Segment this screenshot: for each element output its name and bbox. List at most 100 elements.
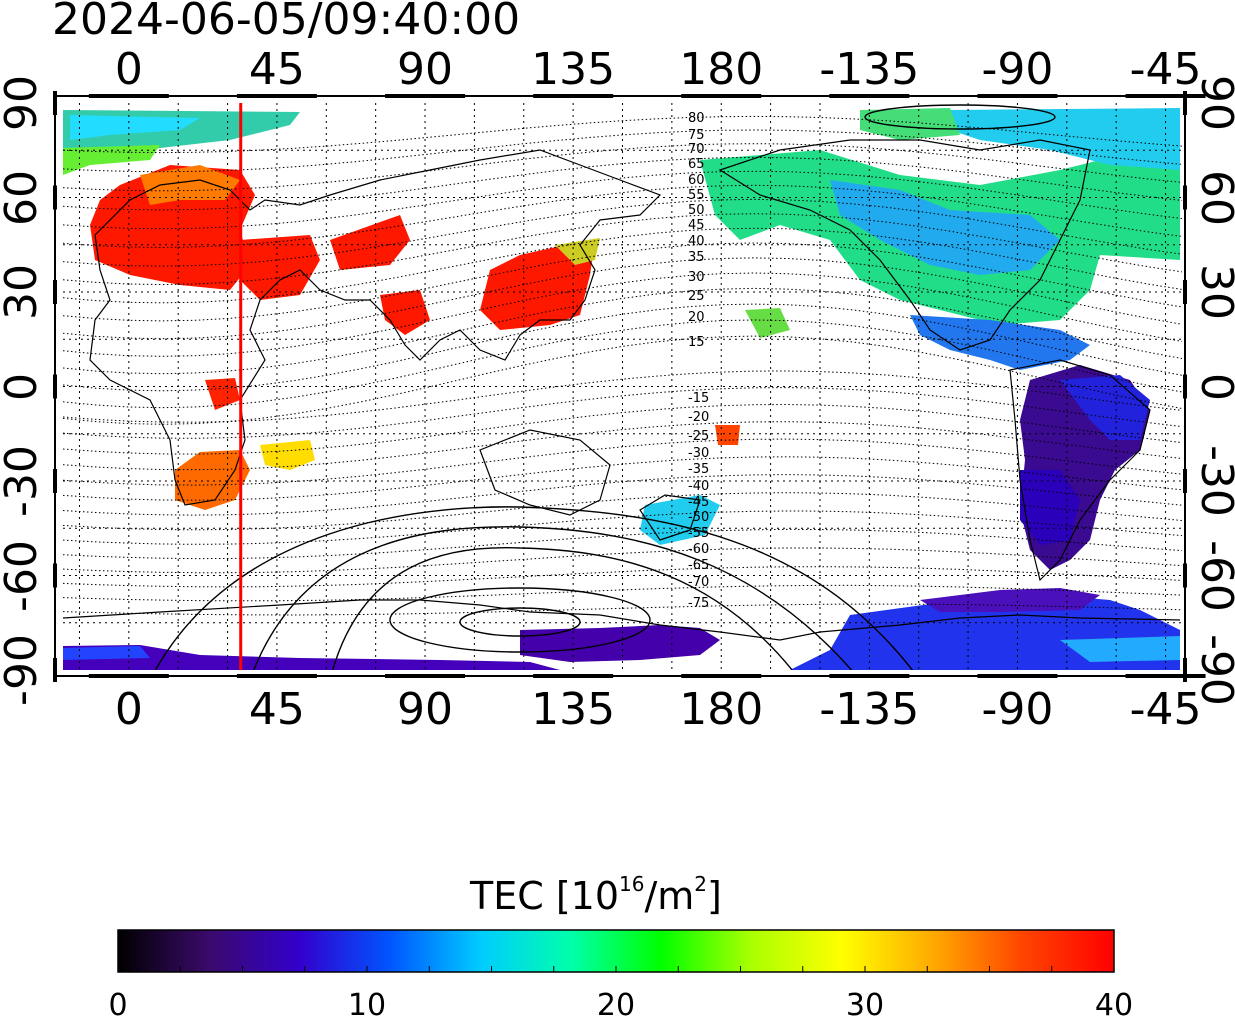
lon-tick-label-top: 90 xyxy=(397,44,454,95)
tec-region-mideast xyxy=(240,235,320,300)
contour-label: -50 xyxy=(688,510,709,525)
magnetic-contour xyxy=(63,156,1182,211)
magnetic-contour xyxy=(63,528,1182,560)
contour-label: -40 xyxy=(688,479,709,494)
magnetic-contour xyxy=(63,456,1182,501)
coast-afro-eurasia xyxy=(89,149,662,506)
lon-tick-label-bottom: -45 xyxy=(1129,684,1202,735)
lon-tick-label-bottom: 135 xyxy=(531,684,616,735)
contour-label: 15 xyxy=(688,335,705,350)
contour-label: 50 xyxy=(688,203,705,218)
contour-label: 40 xyxy=(688,234,705,249)
lat-tick-label-left: 0 xyxy=(0,372,47,401)
colorbar-tick-label: 0 xyxy=(108,988,128,1023)
contour-label: -20 xyxy=(688,410,709,425)
lat-tick-label-right: 60 xyxy=(1191,169,1235,226)
tec-region-antarctic-west-2 xyxy=(63,646,150,660)
tec-region-antarctic-west xyxy=(63,645,560,670)
colorbar-tick-label: 10 xyxy=(347,988,387,1023)
lat-tick-label-right: -30 xyxy=(1191,445,1235,517)
lon-tick-label-bottom: -135 xyxy=(819,684,920,735)
magnetic-contour xyxy=(63,584,1182,602)
contour-label: 25 xyxy=(688,289,705,304)
magnetic-contour xyxy=(63,170,1182,230)
lon-tick-label-top: -45 xyxy=(1129,44,1202,95)
lon-tick-label-bottom: 45 xyxy=(248,684,305,735)
coastlines xyxy=(63,139,1181,641)
timestamp-title: 2024-06-05/09:40:00 xyxy=(52,0,521,45)
tec-region-central-asia xyxy=(330,215,410,270)
colorbar-tick-label: 30 xyxy=(845,988,885,1023)
colorbar-tick-label: 40 xyxy=(1094,988,1134,1023)
lat-tick-label-left: 90 xyxy=(0,75,47,131)
colorbar-tick-label: 20 xyxy=(596,988,636,1023)
contour-label: -75 xyxy=(688,596,709,611)
lon-tick-label-top: 180 xyxy=(679,44,764,95)
tec-region-antarctic-east xyxy=(520,625,720,662)
contour-label: 65 xyxy=(688,157,705,172)
grid-lines xyxy=(63,103,1182,670)
magnetic-contour xyxy=(63,227,1182,304)
coast-new-zealand xyxy=(639,494,701,541)
tec-region-arctic-canada xyxy=(860,108,960,140)
tec-region-hawaii xyxy=(745,308,790,338)
tec-region-brazil xyxy=(1060,375,1150,440)
tec-region-fiji xyxy=(715,425,740,445)
contour-label: 30 xyxy=(688,270,705,285)
contour-label: 75 xyxy=(688,128,705,143)
lat-tick-label-left: -60 xyxy=(0,539,47,612)
tec-region-na-central xyxy=(830,180,1060,275)
magnetic-pole-contours xyxy=(154,104,1056,670)
lat-tick-label-right: -60 xyxy=(1191,539,1235,612)
contour-label: 20 xyxy=(688,310,705,325)
tec-region-new-zealand xyxy=(640,495,720,545)
contour-label: 55 xyxy=(688,188,705,203)
contour-label: -30 xyxy=(688,446,709,461)
lat-tick-label-left: 60 xyxy=(0,169,47,226)
tec-data-layer xyxy=(63,108,1180,670)
tec-region-japan-north xyxy=(555,238,600,265)
contour-label: 80 xyxy=(688,111,705,126)
lat-tick-label-right: 30 xyxy=(1191,264,1235,320)
contour-label: -45 xyxy=(688,495,709,510)
magnetic-contour xyxy=(63,510,1182,545)
lat-tick-label-right: 0 xyxy=(1191,373,1235,401)
tec-region-greenland xyxy=(950,108,1180,170)
contour-label: 60 xyxy=(688,173,705,188)
magnetic-contour xyxy=(63,370,1182,423)
magnetic-contour xyxy=(63,474,1182,516)
lon-tick-label-bottom: 0 xyxy=(114,684,143,735)
south-pole-contour-1 xyxy=(459,607,581,637)
magnetic-contour xyxy=(63,213,1182,286)
lon-tick-label-top: 45 xyxy=(248,44,305,95)
lon-tick-label-top: 0 xyxy=(114,44,143,95)
magnetic-contours xyxy=(63,115,1182,616)
tec-region-east-asia xyxy=(480,240,595,330)
lat-tick-label-right: 90 xyxy=(1191,75,1235,131)
tec-region-weddell xyxy=(1060,636,1180,662)
contour-label: 35 xyxy=(688,250,705,265)
contour-label: -55 xyxy=(688,526,709,541)
axis-ticks xyxy=(53,91,1206,682)
magnetic-contour xyxy=(63,115,1182,154)
colorbar xyxy=(117,929,1115,973)
colorbar-minor-ticks xyxy=(117,966,1115,972)
lon-tick-label-bottom: 90 xyxy=(397,684,454,735)
lon-tick-label-bottom: 180 xyxy=(679,684,764,735)
coast-australia xyxy=(479,429,611,516)
contour-label: -25 xyxy=(688,429,709,444)
tec-region-europe-north xyxy=(140,165,240,205)
tec-region-south-africa xyxy=(175,450,250,510)
magnetic-contour xyxy=(63,603,1182,616)
magnetic-contour xyxy=(63,566,1182,588)
tec-region-arctic-2 xyxy=(70,115,200,140)
contour-label: 70 xyxy=(688,142,705,157)
colorbar-title: TEC [1016/m2] xyxy=(470,872,722,918)
contour-label: -35 xyxy=(688,462,709,477)
magnetic-contour xyxy=(63,129,1182,173)
magnetic-contour xyxy=(63,242,1182,322)
coast-south-america xyxy=(1009,359,1151,582)
lon-tick-label-bottom: -90 xyxy=(981,684,1054,735)
